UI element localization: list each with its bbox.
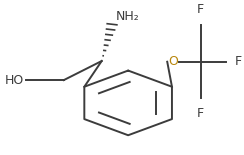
- Text: F: F: [197, 3, 204, 16]
- Text: O: O: [168, 55, 178, 68]
- Text: HO: HO: [4, 74, 23, 87]
- Text: F: F: [197, 107, 204, 120]
- Text: NH₂: NH₂: [115, 10, 139, 23]
- Text: F: F: [235, 55, 242, 68]
